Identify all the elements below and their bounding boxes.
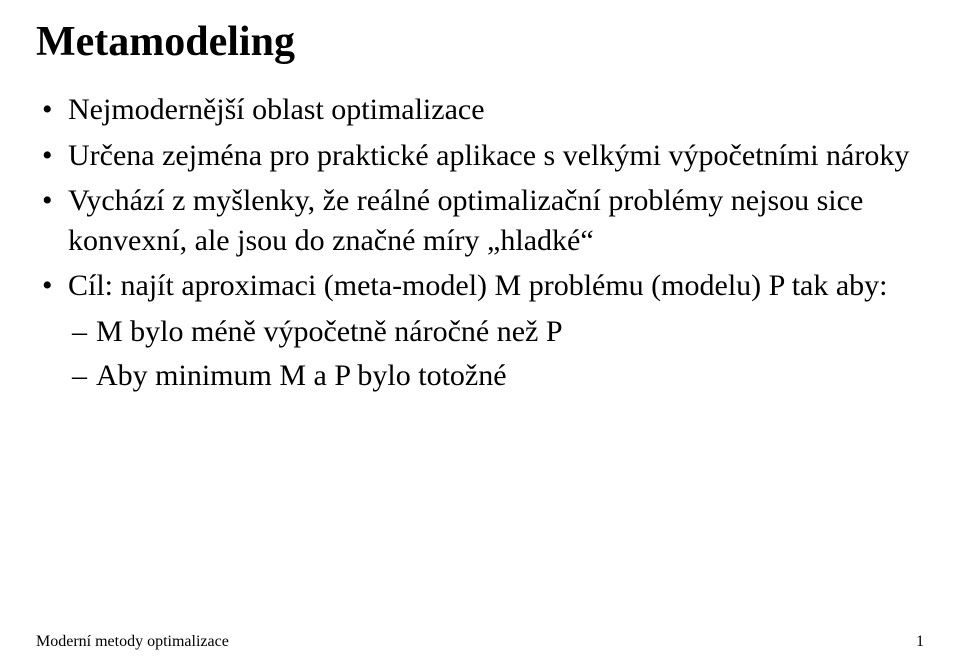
list-item: Cíl: najít aproximaci (meta-model) M pro…	[36, 266, 924, 395]
slide: Metamodeling Nejmodernější oblast optima…	[0, 0, 960, 661]
sub-list-item-text: M bylo méně výpočetně náročné než P	[96, 315, 563, 348]
footer-left: Moderní metody optimalizace	[36, 633, 229, 651]
sub-list-item-text: Aby minimum M a P bylo totožné	[96, 359, 507, 392]
bullet-list: Nejmodernější oblast optimalizace Určena…	[36, 90, 924, 395]
sub-bullet-list: M bylo méně výpočetně náročné než P Aby …	[68, 312, 924, 395]
list-item-text: Určena zejména pro praktické aplikace s …	[68, 139, 909, 172]
list-item-text: Cíl: najít aproximaci (meta-model) M pro…	[68, 269, 888, 302]
sub-list-item: M bylo méně výpočetně náročné než P	[68, 312, 924, 352]
slide-footer: Moderní metody optimalizace 1	[36, 633, 924, 651]
list-item-text: Nejmodernější oblast optimalizace	[68, 93, 485, 126]
footer-page-number: 1	[916, 633, 924, 651]
list-item-text: Vychází z myšlenky, že reálné optimaliza…	[68, 184, 863, 257]
list-item: Vychází z myšlenky, že reálné optimaliza…	[36, 181, 924, 260]
list-item: Určena zejména pro praktické aplikace s …	[36, 136, 924, 176]
list-item: Nejmodernější oblast optimalizace	[36, 90, 924, 130]
slide-title: Metamodeling	[36, 18, 924, 66]
sub-list-item: Aby minimum M a P bylo totožné	[68, 356, 924, 396]
